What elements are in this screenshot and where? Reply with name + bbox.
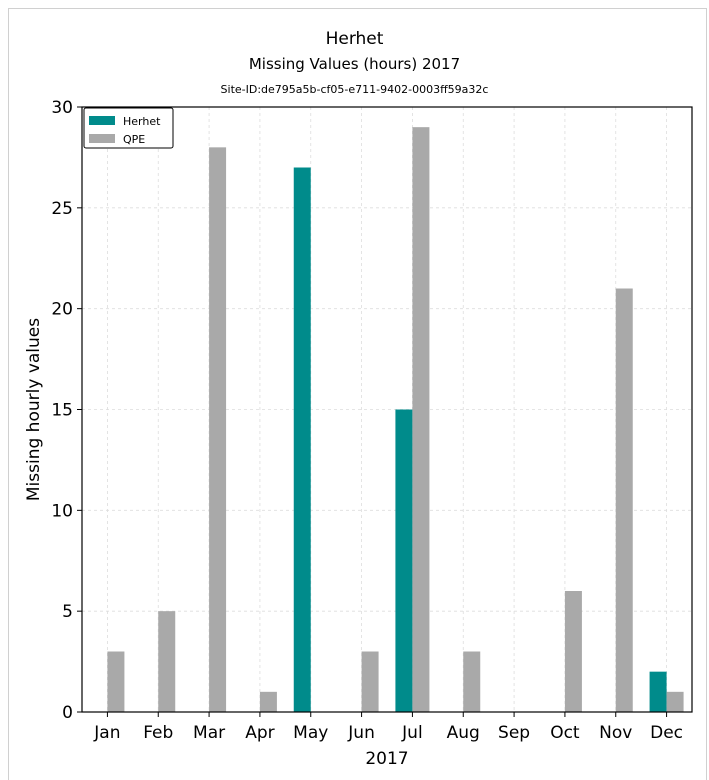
y-tick-label: 5 (62, 602, 73, 622)
y-tick-label: 15 (51, 401, 73, 421)
bar-qpe-dec (666, 691, 684, 712)
bar-qpe-jan (107, 651, 125, 712)
x-tick-label: Nov (599, 723, 632, 743)
y-tick-label: 20 (51, 300, 73, 320)
bar-herhet-may (293, 167, 311, 712)
legend-label-herhet: Herhet (123, 115, 161, 128)
bar-herhet-jul (395, 409, 413, 712)
y-tick-label: 25 (51, 199, 73, 219)
bar-qpe-mar (209, 147, 227, 713)
x-tick-label: Oct (550, 723, 580, 743)
y-tick-label: 0 (62, 703, 73, 723)
bar-qpe-oct (564, 591, 582, 712)
y-tick-label: 30 (51, 98, 73, 118)
x-tick-label: Mar (193, 723, 225, 743)
x-tick-label: Feb (143, 723, 173, 743)
y-axis-label: Missing hourly values (24, 318, 44, 501)
legend-swatch-herhet (89, 116, 115, 125)
chart-title: Herhet (325, 29, 384, 49)
x-tick-label: Dec (650, 723, 683, 743)
x-tick-label: Jan (93, 723, 120, 743)
x-tick-label: Apr (245, 723, 274, 743)
x-tick-label: May (293, 723, 328, 743)
x-axis-label: 2017 (365, 749, 408, 769)
x-tick-label: Sep (498, 723, 530, 743)
legend-label-qpe: QPE (123, 133, 145, 146)
site-id-label: Site-ID:de795a5b-cf05-e711-9402-0003ff59… (220, 83, 489, 96)
legend-swatch-qpe (89, 134, 115, 143)
bar-herhet-dec (649, 671, 667, 712)
x-tick-label: Aug (447, 723, 480, 743)
bar-qpe-nov (615, 288, 633, 712)
y-tick-label: 10 (51, 501, 73, 521)
bar-qpe-feb (158, 611, 176, 712)
bar-qpe-apr (259, 691, 277, 712)
chart-subtitle: Missing Values (hours) 2017 (248, 55, 461, 73)
bar-qpe-jun (361, 651, 379, 712)
x-tick-label: Jul (401, 723, 423, 743)
bar-qpe-aug (463, 651, 481, 712)
bar-qpe-jul (412, 127, 430, 712)
x-tick-label: Jun (347, 723, 375, 743)
